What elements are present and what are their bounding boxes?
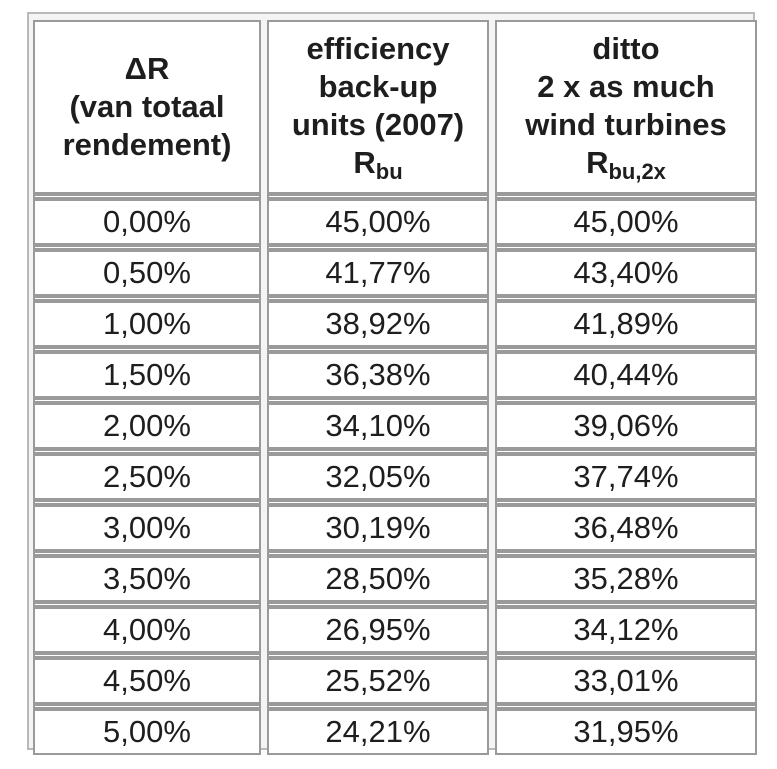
cell-efficiency-2x: 41,89% <box>495 301 757 347</box>
cell-efficiency: 30,19% <box>267 505 489 551</box>
cell-efficiency-2x: 45,00% <box>495 199 757 245</box>
cell-efficiency: 26,95% <box>267 607 489 653</box>
cell-delta-r: 5,00% <box>33 709 261 755</box>
symbol-subscript-bu: bu <box>375 158 403 184</box>
cell-delta-r: 2,00% <box>33 403 261 449</box>
cell-efficiency-2x: 43,40% <box>495 250 757 296</box>
cell-efficiency: 28,50% <box>267 556 489 602</box>
cell-efficiency: 36,38% <box>267 352 489 398</box>
cell-delta-r: 4,00% <box>33 607 261 653</box>
cell-efficiency-2x: 40,44% <box>495 352 757 398</box>
table-row: 0,50% 41,77% 43,40% <box>33 250 757 296</box>
cell-efficiency: 32,05% <box>267 454 489 500</box>
table-row: 4,50% 25,52% 33,01% <box>33 658 757 704</box>
symbol-r: R <box>353 144 376 180</box>
efficiency-table: ΔR (van totaal rendement) efficiency bac… <box>33 20 757 755</box>
cell-delta-r: 3,50% <box>33 556 261 602</box>
cell-delta-r: 2,50% <box>33 454 261 500</box>
cell-efficiency-2x: 39,06% <box>495 403 757 449</box>
header-efficiency-symbol: Rbu <box>269 144 487 185</box>
symbol-subscript-bu-2x: bu,2x <box>608 158 666 184</box>
header-ditto-line-2: 2 x as much <box>537 68 715 104</box>
header-efficiency-line-2: back-up <box>318 68 438 104</box>
header-row: ΔR (van totaal rendement) efficiency bac… <box>33 20 757 194</box>
cell-delta-r: 3,00% <box>33 505 261 551</box>
table-row: 2,00% 34,10% 39,06% <box>33 403 757 449</box>
header-efficiency-line-3: units (2007) <box>291 106 465 142</box>
table-row: 2,50% 32,05% 37,74% <box>33 454 757 500</box>
cell-efficiency-2x: 35,28% <box>495 556 757 602</box>
symbol-r-2x: R <box>586 144 609 180</box>
cell-efficiency: 34,10% <box>267 403 489 449</box>
table-row: 5,00% 24,21% 31,95% <box>33 709 757 755</box>
cell-efficiency-2x: 31,95% <box>495 709 757 755</box>
cell-delta-r: 0,50% <box>33 250 261 296</box>
cell-efficiency-2x: 34,12% <box>495 607 757 653</box>
header-efficiency-line-1: efficiency <box>306 30 450 66</box>
header-ditto-line-3: wind turbines <box>525 106 727 142</box>
header-delta-r-line-3: rendement) <box>62 127 232 162</box>
header-ditto-2x: ditto 2 x as much wind turbines Rbu,2x <box>495 20 757 194</box>
cell-efficiency-2x: 36,48% <box>495 505 757 551</box>
header-efficiency-backup: efficiency back-up units (2007) Rbu <box>267 20 489 194</box>
cell-efficiency: 25,52% <box>267 658 489 704</box>
cell-efficiency: 38,92% <box>267 301 489 347</box>
table-row: 3,50% 28,50% 35,28% <box>33 556 757 602</box>
cell-efficiency: 41,77% <box>267 250 489 296</box>
cell-efficiency-2x: 33,01% <box>495 658 757 704</box>
header-ditto-line-1: ditto <box>592 30 660 66</box>
cell-delta-r: 1,50% <box>33 352 261 398</box>
header-delta-r-line-2: (van totaal <box>69 89 225 124</box>
cell-delta-r: 0,00% <box>33 199 261 245</box>
table-row: 4,00% 26,95% 34,12% <box>33 607 757 653</box>
cell-delta-r: 4,50% <box>33 658 261 704</box>
cell-efficiency-2x: 37,74% <box>495 454 757 500</box>
cell-delta-r: 1,00% <box>33 301 261 347</box>
header-delta-r-line-1: ΔR <box>124 51 170 86</box>
table-row: 0,00% 45,00% 45,00% <box>33 199 757 245</box>
cell-efficiency: 45,00% <box>267 199 489 245</box>
table-row: 1,00% 38,92% 41,89% <box>33 301 757 347</box>
header-ditto-symbol: Rbu,2x <box>497 144 755 185</box>
table-row: 3,00% 30,19% 36,48% <box>33 505 757 551</box>
header-delta-r: ΔR (van totaal rendement) <box>33 20 261 194</box>
table-row: 1,50% 36,38% 40,44% <box>33 352 757 398</box>
cell-efficiency: 24,21% <box>267 709 489 755</box>
